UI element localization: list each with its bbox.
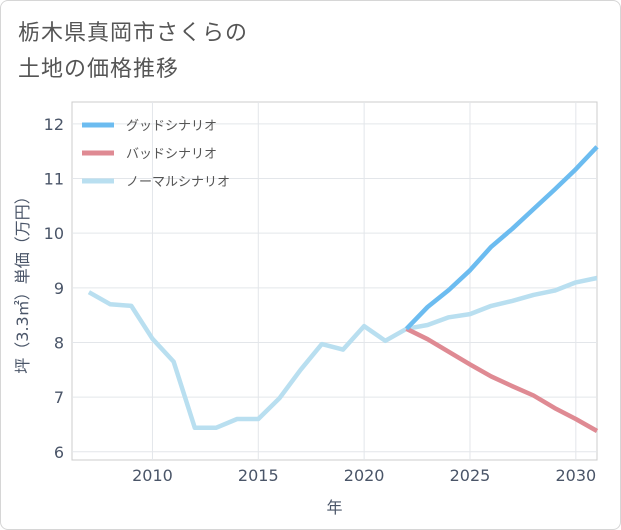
series-lines (87, 145, 599, 433)
x-tick-label: 2010 (132, 466, 173, 485)
tick-labels: 2010 2015 2020 2025 2030 6 7 8 9 10 11 12 (44, 115, 597, 485)
legend-label: バッドシナリオ (126, 147, 217, 162)
x-tick-label: 2015 (238, 466, 279, 485)
y-tick-label: 8 (54, 333, 64, 352)
y-tick-label: 11 (44, 170, 64, 189)
x-tick-label: 2030 (555, 466, 596, 485)
chart-title: 栃木県真岡市さくらの 土地の価格推移 (18, 16, 248, 88)
y-tick-label: 12 (44, 115, 64, 134)
y-tick-label: 7 (54, 388, 64, 407)
chart-title-line-1: 栃木県真岡市さくらの (18, 21, 249, 46)
legend-label: ノーマルシナリオ (126, 175, 230, 190)
chart-title-line-2: 土地の価格推移 (18, 57, 180, 82)
series-line-2 (87, 275, 598, 431)
x-tick-label: 2025 (450, 466, 491, 485)
y-tick-label: 9 (54, 279, 64, 298)
y-tick-label: 10 (44, 224, 64, 243)
x-axis-label: 年 (326, 498, 342, 517)
legend-label: グッドシナリオ (126, 119, 217, 134)
x-tick-label: 2020 (344, 466, 385, 485)
plot-area (71, 101, 598, 461)
series-line-1 (405, 326, 599, 433)
y-tick-label: 6 (54, 443, 64, 462)
series-line-0 (404, 145, 599, 331)
y-axis-label: 坪（3.3㎡）単価（万円） (13, 188, 32, 373)
